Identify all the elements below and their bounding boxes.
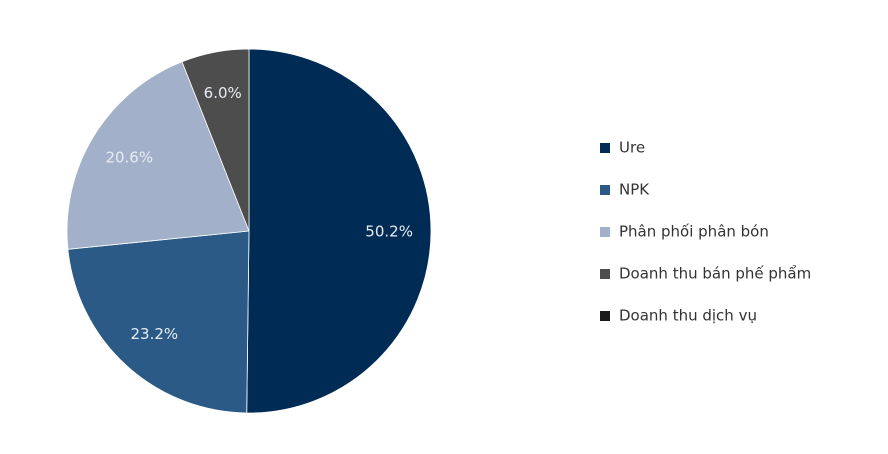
value-label: 6.0% xyxy=(204,84,242,102)
legend-swatch xyxy=(600,269,610,279)
legend-swatch xyxy=(600,311,610,321)
legend-label: Phân phối phân bón xyxy=(619,223,769,241)
legend-label: Doanh thu bán phế phẩm xyxy=(619,265,811,283)
value-label: 23.2% xyxy=(131,325,179,343)
pie-slice xyxy=(246,48,432,414)
legend-label: Doanh thu dịch vụ xyxy=(619,307,757,325)
pie-slice xyxy=(181,48,250,232)
legend-swatch xyxy=(600,227,610,237)
legend-swatch xyxy=(600,185,610,195)
legend-label: NPK xyxy=(619,181,650,199)
value-label: 20.6% xyxy=(105,149,153,167)
pie-slice xyxy=(67,230,250,414)
pie-slice xyxy=(66,61,250,250)
legend-swatch xyxy=(600,143,610,153)
legend-label: Ure xyxy=(619,139,645,157)
value-label: 50.2% xyxy=(365,222,413,240)
